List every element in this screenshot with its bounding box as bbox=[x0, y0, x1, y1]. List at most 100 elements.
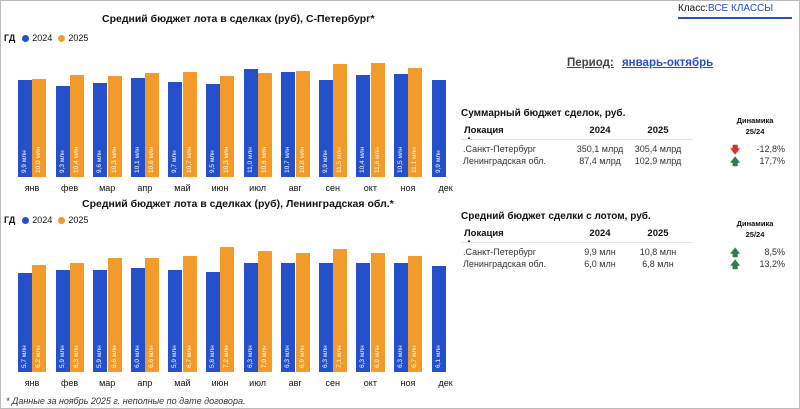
row-value-2025: 305,4 млрд bbox=[634, 144, 682, 154]
bar-2024-сен bbox=[318, 263, 333, 372]
bar-2024-дек bbox=[431, 79, 446, 177]
legend-2025-marker bbox=[58, 34, 66, 42]
row-value-2024: 87,4 млрд bbox=[579, 156, 621, 166]
bar-2025-окт bbox=[370, 252, 385, 372]
row-location: Ленинградская обл. bbox=[463, 156, 546, 166]
bar-2024-янв bbox=[18, 273, 32, 372]
data-label: 10,6 млн bbox=[260, 146, 268, 173]
bar-2025-мар bbox=[107, 76, 122, 177]
data-label: 5,7 млн bbox=[21, 345, 28, 368]
bar-2025-янв bbox=[32, 264, 47, 372]
data-label: 10,6 млн bbox=[148, 146, 156, 173]
bar-2025-окт bbox=[370, 63, 385, 177]
x-tick-label: май bbox=[174, 183, 191, 193]
data-label: 6,7 млн bbox=[411, 345, 419, 368]
data-label: 6,9 млн bbox=[298, 345, 306, 368]
data-label: 10,0 млн bbox=[35, 146, 43, 173]
legend-spb: ГД 2024 2025 bbox=[4, 33, 88, 43]
column-header-2024: 2024 bbox=[589, 228, 611, 239]
bar-2024-сен bbox=[318, 79, 333, 177]
data-label: 5,9 млн bbox=[96, 345, 104, 368]
x-tick-label: янв bbox=[24, 378, 40, 388]
row-value-2024: 6,0 млн bbox=[584, 259, 616, 269]
bar-2025-ноя bbox=[408, 256, 423, 372]
dynamics-header: Динамика 25/24 bbox=[736, 116, 774, 136]
data-label: 9,9 млн bbox=[21, 150, 28, 173]
x-tick-label: апр bbox=[137, 183, 153, 193]
x-tick-label: авг bbox=[288, 183, 302, 193]
bar-2024-апр bbox=[130, 268, 145, 372]
data-label: 6,3 млн bbox=[246, 345, 254, 368]
arrow-down-icon: 🡇 bbox=[730, 145, 741, 156]
bar-2025-фев bbox=[69, 263, 84, 372]
data-label: 10,3 млн bbox=[223, 146, 231, 173]
period-value[interactable]: январь-октябрь bbox=[621, 57, 714, 69]
dynamics-header: Динамика 25/24 bbox=[736, 219, 774, 239]
data-label: 7,0 млн bbox=[260, 345, 268, 368]
x-tick-label: июл bbox=[249, 378, 267, 388]
data-label: 5,9 млн bbox=[58, 345, 66, 368]
row-location: .Санкт-Петербург bbox=[463, 144, 537, 154]
column-header-2025: 2025 bbox=[647, 228, 669, 239]
x-tick-label: фев bbox=[60, 183, 79, 193]
column-header-2025: 2025 bbox=[647, 125, 669, 136]
legend-2024: 2024 bbox=[32, 33, 53, 43]
x-tick-label: фев bbox=[60, 378, 79, 388]
bar-2025-июл bbox=[257, 73, 272, 177]
class-value: ВСЕ КЛАССЫ bbox=[708, 3, 774, 14]
class-filter[interactable]: Класс:ВСЕ КЛАССЫ bbox=[678, 3, 792, 19]
bar-2025-ноя bbox=[408, 68, 423, 177]
column-header-location[interactable]: Локация bbox=[464, 125, 504, 136]
data-label: 6,3 млн bbox=[321, 345, 329, 368]
x-tick-label: дек bbox=[438, 183, 453, 193]
bar-2024-фев bbox=[55, 269, 70, 372]
data-label: 10,1 млн bbox=[133, 146, 141, 173]
row-dynamics: 8,5% bbox=[764, 247, 785, 257]
bar-2024-июн bbox=[206, 271, 220, 372]
row-value-2025: 102,9 млрд bbox=[634, 156, 682, 166]
bar-2024-фев bbox=[55, 85, 70, 177]
footnote: * Данные за ноябрь 2025 г. неполные по д… bbox=[6, 396, 246, 406]
legend-2024-marker bbox=[22, 216, 30, 224]
legend-2025: 2025 bbox=[68, 33, 89, 43]
row-value-2025: 6,8 млн bbox=[642, 259, 674, 269]
bar-2025-май bbox=[182, 72, 197, 177]
bar-2025-сен bbox=[333, 64, 348, 177]
row-value-2025: 10,8 млн bbox=[639, 247, 677, 257]
data-label: 6,3 млн bbox=[397, 345, 404, 368]
bar-2025-апр bbox=[145, 73, 160, 177]
x-tick-label: окт bbox=[363, 378, 377, 388]
x-tick-label: сен bbox=[325, 183, 341, 193]
arrow-up-icon: 🡅 bbox=[730, 248, 741, 259]
period-filter[interactable]: Период: январь-октябрь bbox=[567, 57, 713, 69]
x-tick-label: июл bbox=[249, 183, 267, 193]
bar-2025-апр bbox=[145, 257, 160, 372]
bar-2025-сен bbox=[333, 249, 348, 372]
x-tick-label: май bbox=[174, 378, 191, 388]
data-label: 9,5 млн bbox=[209, 150, 216, 173]
data-label: 9,3 млн bbox=[58, 150, 66, 173]
chart-title-spb: Средний бюджет лота в сделках (руб), С-П… bbox=[102, 13, 375, 25]
x-tick-label: апр bbox=[137, 378, 153, 388]
x-tick-label: июн bbox=[211, 378, 229, 388]
bar-2024-май bbox=[168, 269, 183, 372]
row-location: Ленинградская обл. bbox=[463, 259, 546, 269]
x-tick-label: мар bbox=[99, 378, 116, 388]
bar-2024-мар bbox=[93, 82, 108, 177]
x-tick-label: окт bbox=[363, 183, 377, 193]
legend-2024-marker bbox=[22, 34, 30, 42]
data-label: 10,7 млн bbox=[284, 146, 292, 173]
x-tick-label: дек bbox=[438, 378, 453, 388]
row-dynamics: -12,8% bbox=[756, 144, 785, 154]
divider bbox=[461, 242, 693, 243]
bar-2024-дек bbox=[431, 266, 446, 372]
data-label: 11,5 млн bbox=[336, 147, 344, 173]
column-header-location[interactable]: Локация bbox=[464, 228, 504, 239]
chart-title-lo: Средний бюджет лота в сделках (руб), Лен… bbox=[82, 198, 394, 210]
data-label: 11,6 млн bbox=[373, 147, 381, 173]
bar-2025-июн bbox=[220, 76, 235, 177]
data-label: 5,9 млн bbox=[171, 345, 179, 368]
data-label: 9,7 млн bbox=[171, 150, 179, 173]
data-label: 10,5 млн bbox=[397, 146, 404, 173]
bar-2024-июл bbox=[243, 69, 258, 177]
